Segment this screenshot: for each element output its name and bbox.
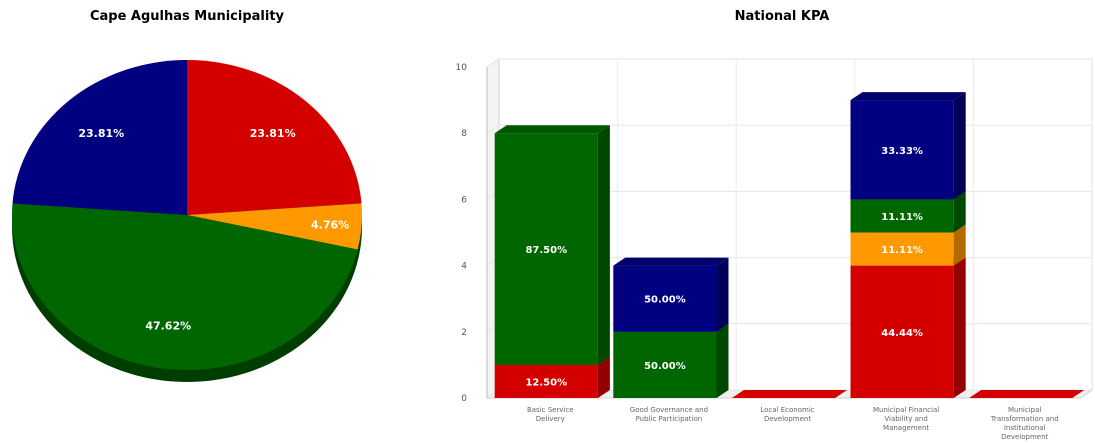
- stacked-bar-chart: 0 2 4 6 8 10 12.50% 87.50% Basic ServiceDelivery…: [456, 58, 1094, 441]
- gridline: [486, 58, 500, 68]
- bar-data-label: 87.50%: [525, 245, 567, 256]
- x-tick-label: Delivery: [536, 415, 565, 423]
- pie-slice: [11, 203, 358, 370]
- bar-data-label: 50.00%: [644, 361, 686, 372]
- x-tick-label: Management: [883, 424, 929, 432]
- x-tick-label: Development: [764, 415, 811, 423]
- x-tick-label: Viability and: [884, 415, 927, 423]
- bar-segment-side: [953, 224, 966, 266]
- bar-data-label: 50.00%: [644, 295, 686, 306]
- y-tick-label: 10: [456, 63, 468, 73]
- bar-chart-title: National KPA: [735, 9, 830, 24]
- pie-slice-label: 47.62%: [145, 319, 191, 332]
- x-tick-label: Public Participation: [636, 415, 703, 423]
- bar-segment-side: [953, 191, 966, 233]
- pie-slice: [187, 203, 362, 250]
- pie-slice-label: 4.76%: [311, 218, 349, 231]
- bar-data-label: 12.50%: [525, 377, 567, 388]
- bar-segment-side: [953, 92, 966, 200]
- bar-segment-top: [494, 125, 610, 134]
- x-tick-label: Development: [1001, 433, 1048, 441]
- bar-segment-top: [613, 257, 729, 266]
- bar-segment-side: [597, 356, 610, 398]
- bar-segment-side: [597, 125, 610, 365]
- bar-segment: [613, 331, 717, 398]
- pie-slice: [12, 60, 188, 215]
- bar-segment: [494, 133, 598, 365]
- bar-segment: [850, 199, 954, 233]
- bar-data-label: 33.33%: [881, 146, 923, 157]
- bar-segment-side: [716, 323, 729, 398]
- pie-chart-title: Cape Agulhas Municipality: [90, 9, 285, 24]
- y-tick-label: 6: [461, 195, 467, 205]
- x-tick-label: Municipal: [1008, 406, 1041, 414]
- bar-segment: [613, 265, 717, 332]
- y-tick-label: 2: [461, 328, 467, 338]
- pie-slice-label: 23.81%: [78, 127, 124, 140]
- x-tick-label: Institutional: [1004, 424, 1046, 432]
- x-tick-label: Local Economic: [760, 406, 814, 414]
- x-tick-label: Transformation and: [990, 415, 1059, 423]
- bar-segment: [850, 232, 954, 266]
- bar-segment: [494, 364, 598, 398]
- bar-data-label: 11.11%: [881, 245, 923, 256]
- bar-segment-side: [716, 257, 729, 332]
- pie-slice: [187, 60, 362, 215]
- pie-slice-label: 23.81%: [250, 127, 296, 140]
- bar-segment: [850, 100, 954, 200]
- x-tick-label: Good Governance and: [630, 406, 708, 414]
- bar-zero-marker: [731, 390, 848, 398]
- y-tick-label: 8: [461, 129, 467, 139]
- x-tick-label: Municipal Financial: [873, 406, 939, 414]
- bar-zero-marker: [969, 390, 1085, 398]
- bar-data-label: 11.11%: [881, 212, 923, 223]
- pie-chart: 23.81% 4.76% 47.62% 23.81%: [11, 60, 362, 382]
- bar-data-label: 44.44%: [881, 328, 923, 339]
- bar-segment-top: [850, 92, 966, 101]
- x-tick-label: Basic Service: [527, 406, 574, 414]
- y-tick-label: 4: [461, 262, 467, 272]
- bar-segment: [850, 265, 954, 398]
- y-tick-label: 0: [461, 394, 467, 404]
- gridline: [486, 124, 500, 134]
- bar-segment-side: [953, 257, 966, 398]
